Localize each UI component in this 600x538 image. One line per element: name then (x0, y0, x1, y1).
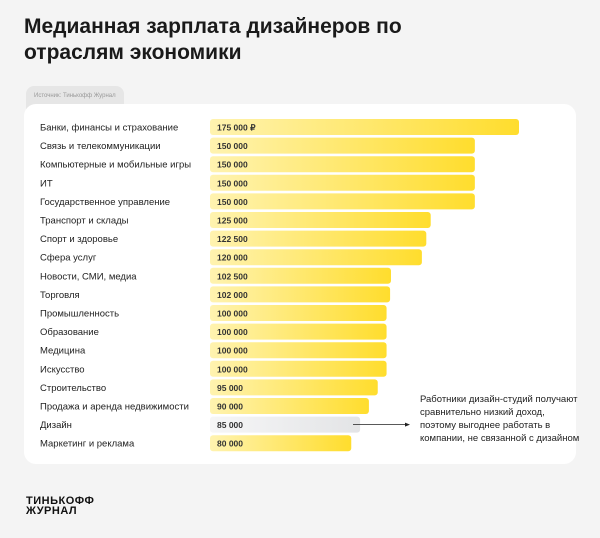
value-label: 90 000 (217, 402, 243, 412)
value-label: 100 000 (217, 327, 248, 337)
bar (210, 398, 369, 414)
value-label: 150 000 (217, 197, 248, 207)
bar (210, 119, 519, 135)
category-label: Новости, СМИ, медиа (40, 271, 137, 282)
value-label: 175 000 ₽ (217, 123, 256, 133)
value-label: 80 000 (217, 439, 243, 449)
category-label: Спорт и здоровье (40, 234, 118, 245)
category-label: Маркетинг и реклама (40, 439, 135, 450)
value-label: 100 000 (217, 346, 248, 356)
category-label: Сфера услуг (40, 253, 97, 264)
bar (210, 267, 391, 284)
bar (210, 174, 475, 191)
annotation-text: Работники дизайн-студий получают сравнит… (420, 394, 580, 444)
bar (210, 249, 422, 266)
bar (210, 342, 387, 359)
bar (210, 305, 387, 321)
category-label: Связь и телекоммуникации (40, 141, 161, 152)
value-label: 85 000 (217, 420, 243, 430)
value-label: 150 000 (217, 160, 248, 170)
value-label: 100 000 (217, 364, 248, 374)
bar (210, 379, 378, 396)
bar (210, 416, 361, 433)
logo-line-1: ТИНЬКОФФ (26, 495, 95, 507)
value-label: 150 000 (217, 141, 248, 151)
category-label: Компьютерные и мобильные игры (40, 160, 191, 171)
category-label: Строительство (40, 383, 106, 394)
value-label: 95 000 (217, 383, 243, 393)
bar (210, 435, 352, 452)
chart-title: Медианная зарплата дизайнеров по отрасля… (24, 15, 402, 64)
value-label: 122 500 (217, 234, 248, 244)
bar (210, 323, 387, 340)
logo-line-2: ЖУРНАЛ (26, 505, 78, 517)
bar (210, 193, 475, 210)
bar (210, 360, 387, 377)
value-label: 102 000 (217, 290, 248, 300)
arrow-head-icon (405, 422, 410, 427)
logo: ТИНЬКОФФ ЖУРНАЛ (26, 495, 95, 517)
category-label: Дизайн (40, 420, 72, 431)
bar (210, 212, 431, 228)
category-label: Продажа и аренда недвижимости (40, 402, 189, 413)
bar (210, 286, 391, 303)
value-label: 100 000 (217, 309, 248, 319)
value-label: 120 000 (217, 253, 248, 263)
category-label: ИТ (40, 178, 53, 189)
bar (210, 137, 475, 154)
bar (210, 230, 427, 247)
value-label: 102 500 (217, 271, 248, 281)
category-label: Медицина (40, 346, 86, 357)
category-label: Банки, финансы и страхование (40, 123, 178, 134)
category-label: Государственное управление (40, 197, 170, 208)
category-label: Образование (40, 327, 99, 338)
category-label: Транспорт и склады (40, 216, 129, 227)
category-label: Искусство (40, 364, 85, 375)
value-label: 150 000 (217, 178, 248, 188)
category-label: Торговля (40, 290, 80, 301)
bar (210, 156, 475, 173)
category-label: Промышленность (40, 309, 119, 320)
value-label: 125 000 (217, 216, 248, 226)
